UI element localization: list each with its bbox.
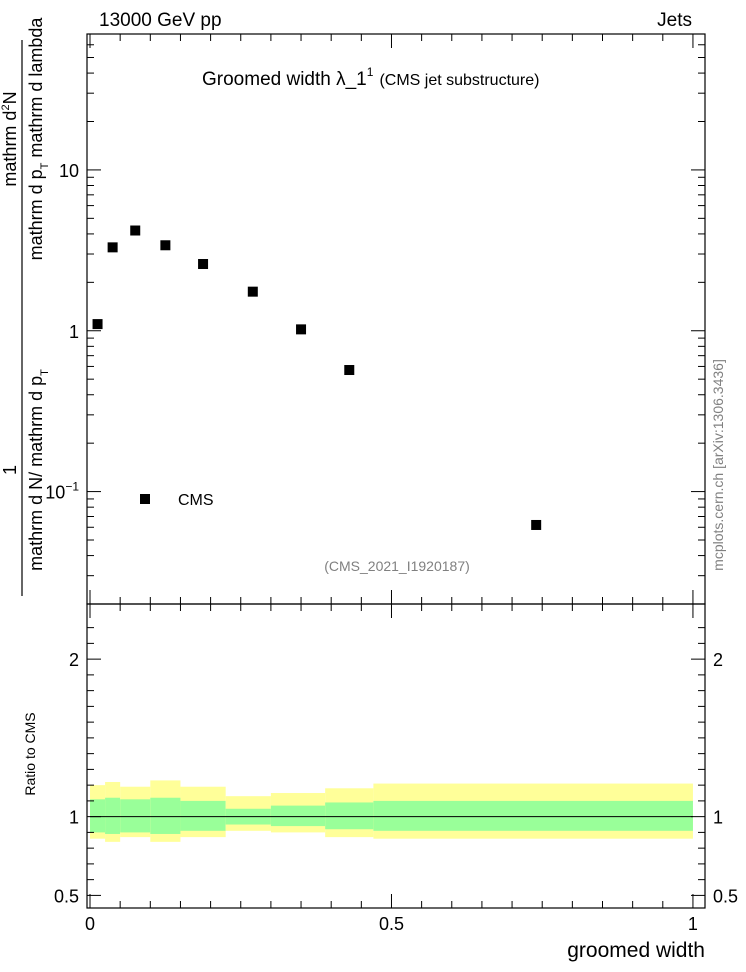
ratio-y-tick-label-left: 2 (69, 650, 79, 670)
main-y-axis-label: 1 mathrm d2N mathrm d pT mathrm d lambda… (0, 17, 51, 596)
y-label-top-line2-dp: mathrm d p (26, 169, 46, 260)
ratio-frame-rect (86, 603, 706, 909)
data-point (198, 259, 209, 270)
ratio-band-inner (150, 797, 181, 834)
ratio-band-inner (105, 797, 121, 834)
y-label-bottom-dN: mathrm d N (26, 477, 46, 571)
data-point (92, 319, 103, 330)
ratio-axis-ticks: 0.5 0.5 1 1 2 2 0 0.5 1 (54, 604, 738, 934)
ratio-band-inner (270, 805, 326, 827)
ratio-plot-frame (86, 603, 706, 909)
y-label-top-d: mathrm d (0, 111, 20, 187)
ratio-bands (90, 780, 693, 842)
plot-title-main: Groomed width λ_1 (202, 69, 367, 90)
plot-title: Groomed width λ_11 (CMS jet substructure) (202, 65, 539, 90)
ratio-band-inner (180, 800, 226, 831)
main-plot-frame (86, 33, 706, 605)
ratio-y-tick-label-right: 2 (713, 650, 723, 670)
data-point (160, 240, 171, 251)
data-point (296, 324, 307, 335)
y-label-top-line2-sub: T (39, 162, 51, 169)
y-label-top-sup: 2 (0, 104, 12, 110)
data-point (107, 242, 118, 253)
y-label-bottom: mathrm d N/ mathrm d pT (26, 369, 51, 571)
legend-label: CMS (178, 492, 214, 509)
ratio-y-axis-label: Ratio to CMS (22, 712, 38, 795)
data-point (130, 225, 141, 236)
y-label-bottom-slash: / mathrm d p (26, 376, 46, 477)
ratio-y-tick-label-right: 1 (713, 808, 723, 828)
ratio-y-tick-label-right: 0.5 (713, 886, 738, 906)
plot-title-sup: 1 (367, 65, 374, 79)
data-point (344, 365, 355, 376)
y-label-top: mathrm d2N (0, 91, 20, 186)
data-point (531, 519, 542, 530)
x-tick-label: 0 (85, 914, 95, 934)
ratio-band-inner (120, 799, 151, 833)
ratio-band-inner (325, 802, 374, 830)
x-tick-label: 0.5 (379, 914, 404, 934)
y-label-numerator: 1 (0, 465, 20, 475)
legend-marker (140, 494, 150, 504)
main-frame-rect (86, 33, 706, 605)
y-label-top-line2-rest: mathrm d lambda (26, 17, 46, 163)
analysis-id: (CMS_2021_I1920187) (324, 558, 470, 574)
y-label-bottom-sub: T (39, 369, 51, 376)
cms-data-points (92, 225, 542, 530)
y-tick-label: 1 (69, 322, 79, 342)
energy-label: 13000 GeV pp (99, 10, 222, 31)
y-tick-label: 10 (59, 161, 79, 181)
x-axis-label: groomed width (567, 939, 705, 962)
data-point (247, 286, 258, 297)
x-tick-label: 1 (688, 914, 698, 934)
y-tick-label: 10−1 (45, 480, 79, 503)
side-credit: mcplots.cern.ch [arXiv:1306.3436] (710, 359, 726, 571)
ratio-band-inner (373, 800, 693, 831)
ratio-band-inner (90, 799, 106, 833)
plot-subtitle: (CMS jet substructure) (379, 72, 539, 89)
ratio-y-tick-label-left: 0.5 (54, 886, 79, 906)
y-label-top-line2: mathrm d pT mathrm d lambda (26, 17, 51, 261)
process-label: Jets (657, 10, 692, 31)
y-tick-label-exp: −1 (65, 480, 79, 494)
ratio-y-tick-label-left: 1 (69, 808, 79, 828)
y-label-top-N: N (0, 91, 20, 104)
y-tick-label-base: 10 (45, 483, 65, 503)
